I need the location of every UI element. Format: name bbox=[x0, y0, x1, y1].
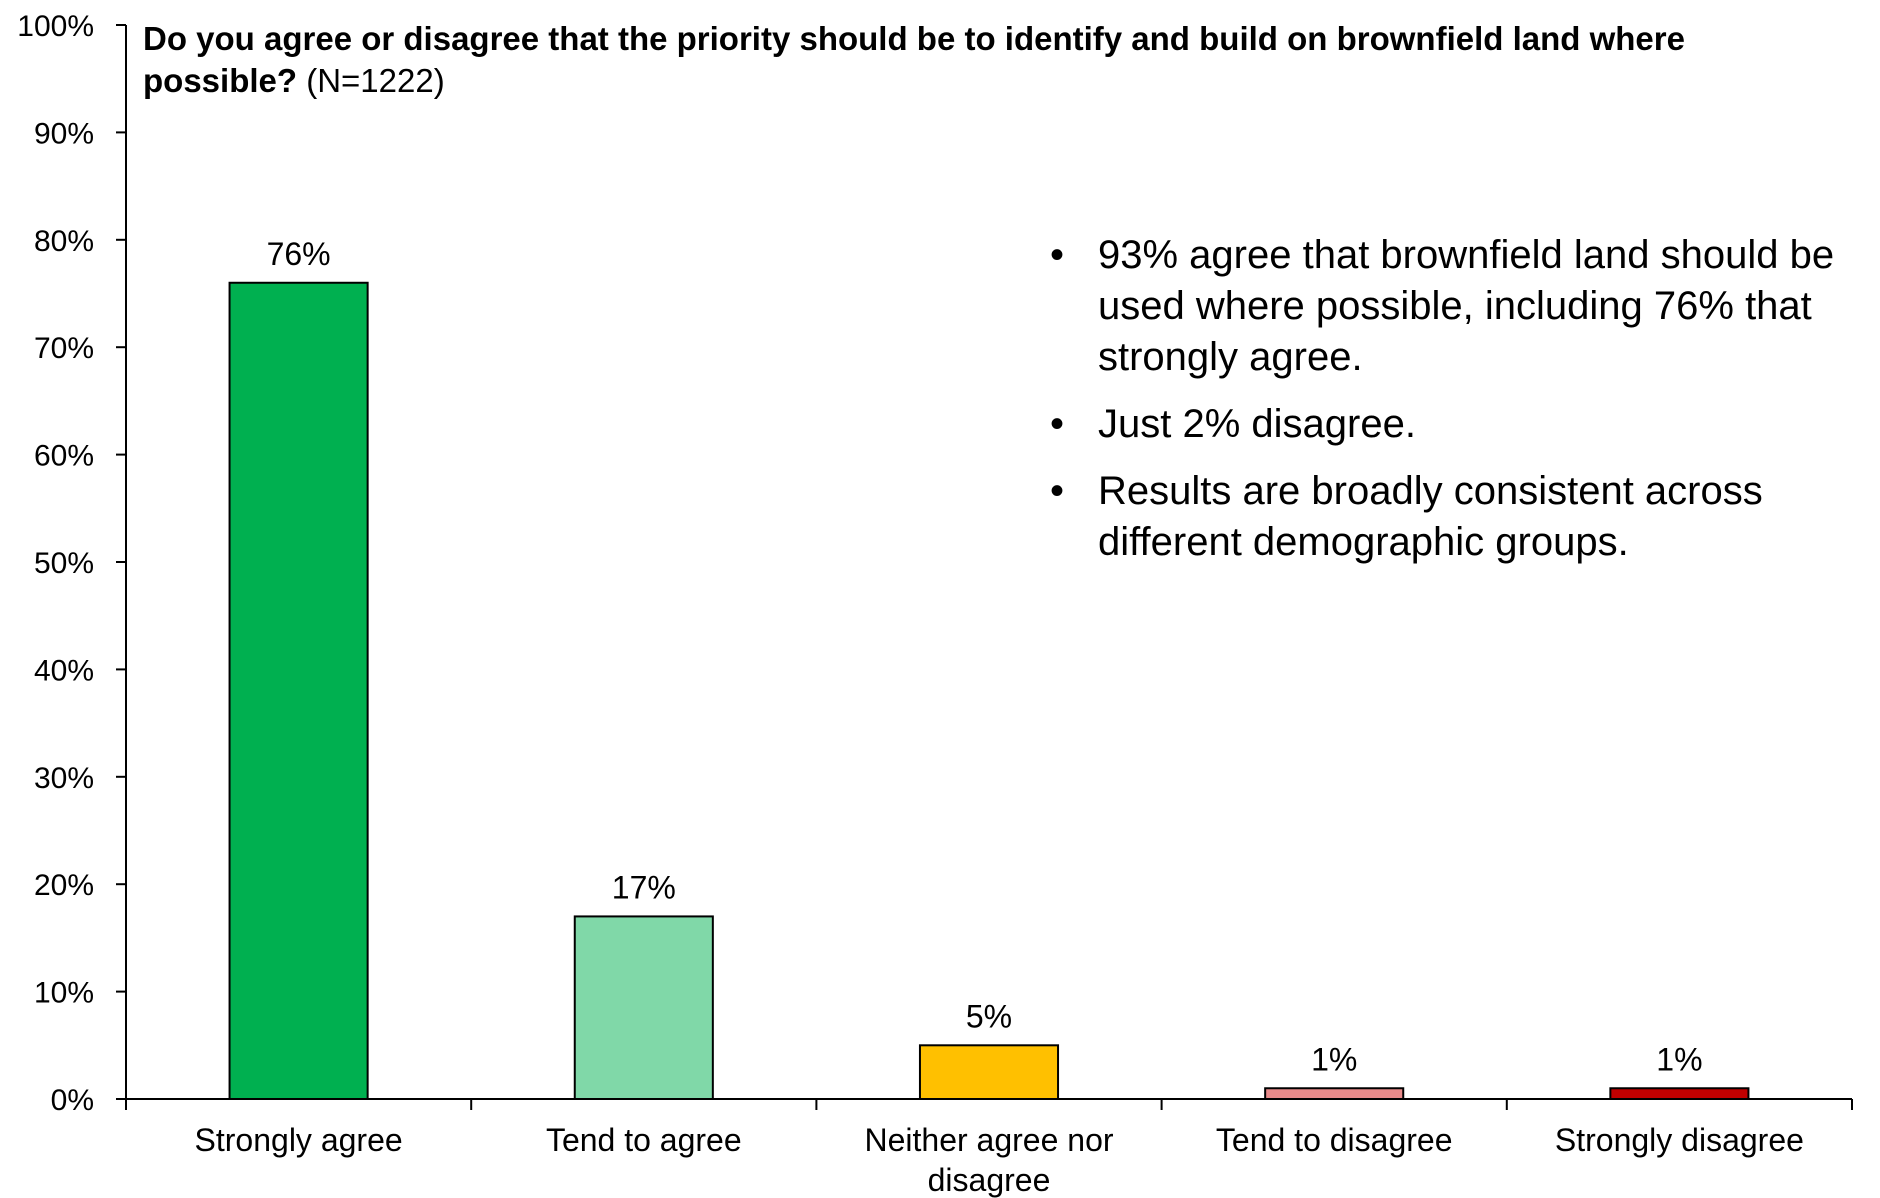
y-tick-label: 80% bbox=[34, 225, 94, 258]
data-label: 76% bbox=[267, 236, 331, 272]
chart-title: Do you agree or disagree that the priori… bbox=[143, 20, 1685, 99]
bar bbox=[1264, 1087, 1405, 1101]
x-tick-label: Tend to disagree bbox=[1216, 1122, 1453, 1158]
finding-item: • 93% agree that brownfield land should b… bbox=[1050, 230, 1880, 383]
data-label: 1% bbox=[1656, 1041, 1702, 1077]
finding-text: Results are broadly consistent across di… bbox=[1098, 469, 1763, 564]
x-tick-label: disagree bbox=[928, 1162, 1051, 1198]
finding-text: 93% agree that brownfield land should be… bbox=[1098, 233, 1835, 379]
key-findings-list: • 93% agree that brownfield land should b… bbox=[1050, 230, 1880, 584]
bullet-icon: • bbox=[1050, 402, 1065, 446]
y-tick-label: 50% bbox=[34, 547, 94, 580]
x-tick-label: Strongly disagree bbox=[1555, 1122, 1804, 1158]
y-tick-label: 40% bbox=[34, 654, 94, 687]
y-tick-label: 100% bbox=[17, 10, 94, 43]
x-tick-label: Neither agree nor bbox=[864, 1122, 1113, 1158]
y-tick-label: 60% bbox=[34, 440, 94, 473]
y-tick-label: 30% bbox=[34, 762, 94, 795]
y-tick-label: 0% bbox=[51, 1084, 94, 1117]
x-tick-label: Strongly agree bbox=[195, 1122, 403, 1158]
finding-text: Just 2% disagree. bbox=[1098, 402, 1416, 446]
data-label: 17% bbox=[612, 869, 676, 905]
chart-title-block: Do you agree or disagree that the priori… bbox=[143, 18, 1743, 102]
bar bbox=[918, 1044, 1060, 1101]
y-tick-label: 90% bbox=[34, 117, 94, 150]
y-tick-label: 20% bbox=[34, 869, 94, 902]
bullet-icon: • bbox=[1050, 233, 1065, 277]
bar bbox=[1609, 1087, 1750, 1101]
y-tick-label: 70% bbox=[34, 332, 94, 365]
bullet-icon: • bbox=[1050, 469, 1065, 513]
finding-item: • Just 2% disagree. bbox=[1050, 399, 1880, 450]
y-tick-label: 10% bbox=[34, 977, 94, 1010]
data-label: 5% bbox=[966, 998, 1012, 1034]
data-label: 1% bbox=[1311, 1041, 1357, 1077]
bar bbox=[228, 281, 369, 1100]
x-tick-label: Tend to agree bbox=[546, 1122, 742, 1158]
bar bbox=[573, 915, 714, 1100]
finding-item: • Results are broadly consistent across d… bbox=[1050, 466, 1880, 568]
chart-subtitle: (N=1222) bbox=[306, 62, 445, 99]
